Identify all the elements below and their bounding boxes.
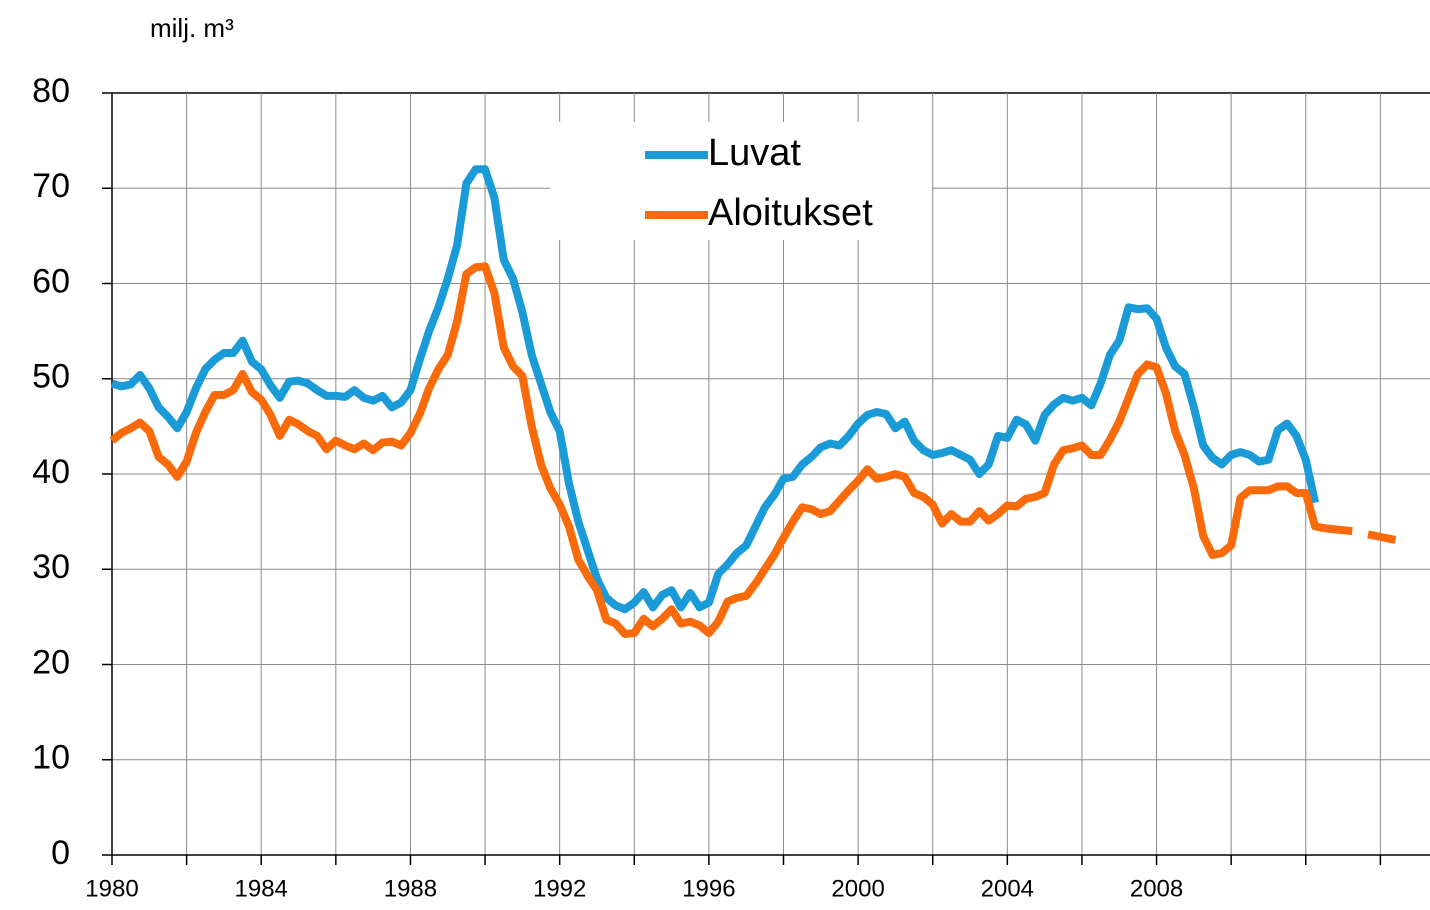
- x-tick-label: 1984: [235, 875, 288, 902]
- x-tick-label: 1988: [384, 875, 437, 902]
- legend-label: Luvat: [708, 132, 801, 174]
- x-tick-label: 2008: [1130, 875, 1183, 902]
- y-axis-label: milj. m³: [150, 13, 234, 43]
- x-tick-label: 1992: [533, 875, 586, 902]
- series-line-forecast: [1324, 524, 1410, 547]
- y-tick-label: 40: [32, 453, 70, 491]
- y-tick-label: 70: [32, 167, 70, 205]
- legend-label: Aloitukset: [708, 192, 873, 234]
- y-tick-label: 80: [32, 72, 70, 110]
- legend: [550, 122, 932, 240]
- y-tick-label: 30: [32, 548, 70, 586]
- y-tick-label: 10: [32, 739, 70, 777]
- x-tick-label: 2000: [831, 875, 884, 902]
- x-tick-label: 1996: [682, 875, 735, 902]
- y-tick-label: 60: [32, 262, 70, 300]
- x-tick-label: 1980: [85, 875, 138, 902]
- series-line: [110, 165, 1320, 614]
- x-tick-label: 2004: [981, 875, 1034, 902]
- y-tick-label: 0: [51, 834, 70, 872]
- series-line: [109, 262, 1326, 639]
- y-tick-label: 50: [32, 358, 70, 396]
- y-tick-label: 20: [32, 643, 70, 681]
